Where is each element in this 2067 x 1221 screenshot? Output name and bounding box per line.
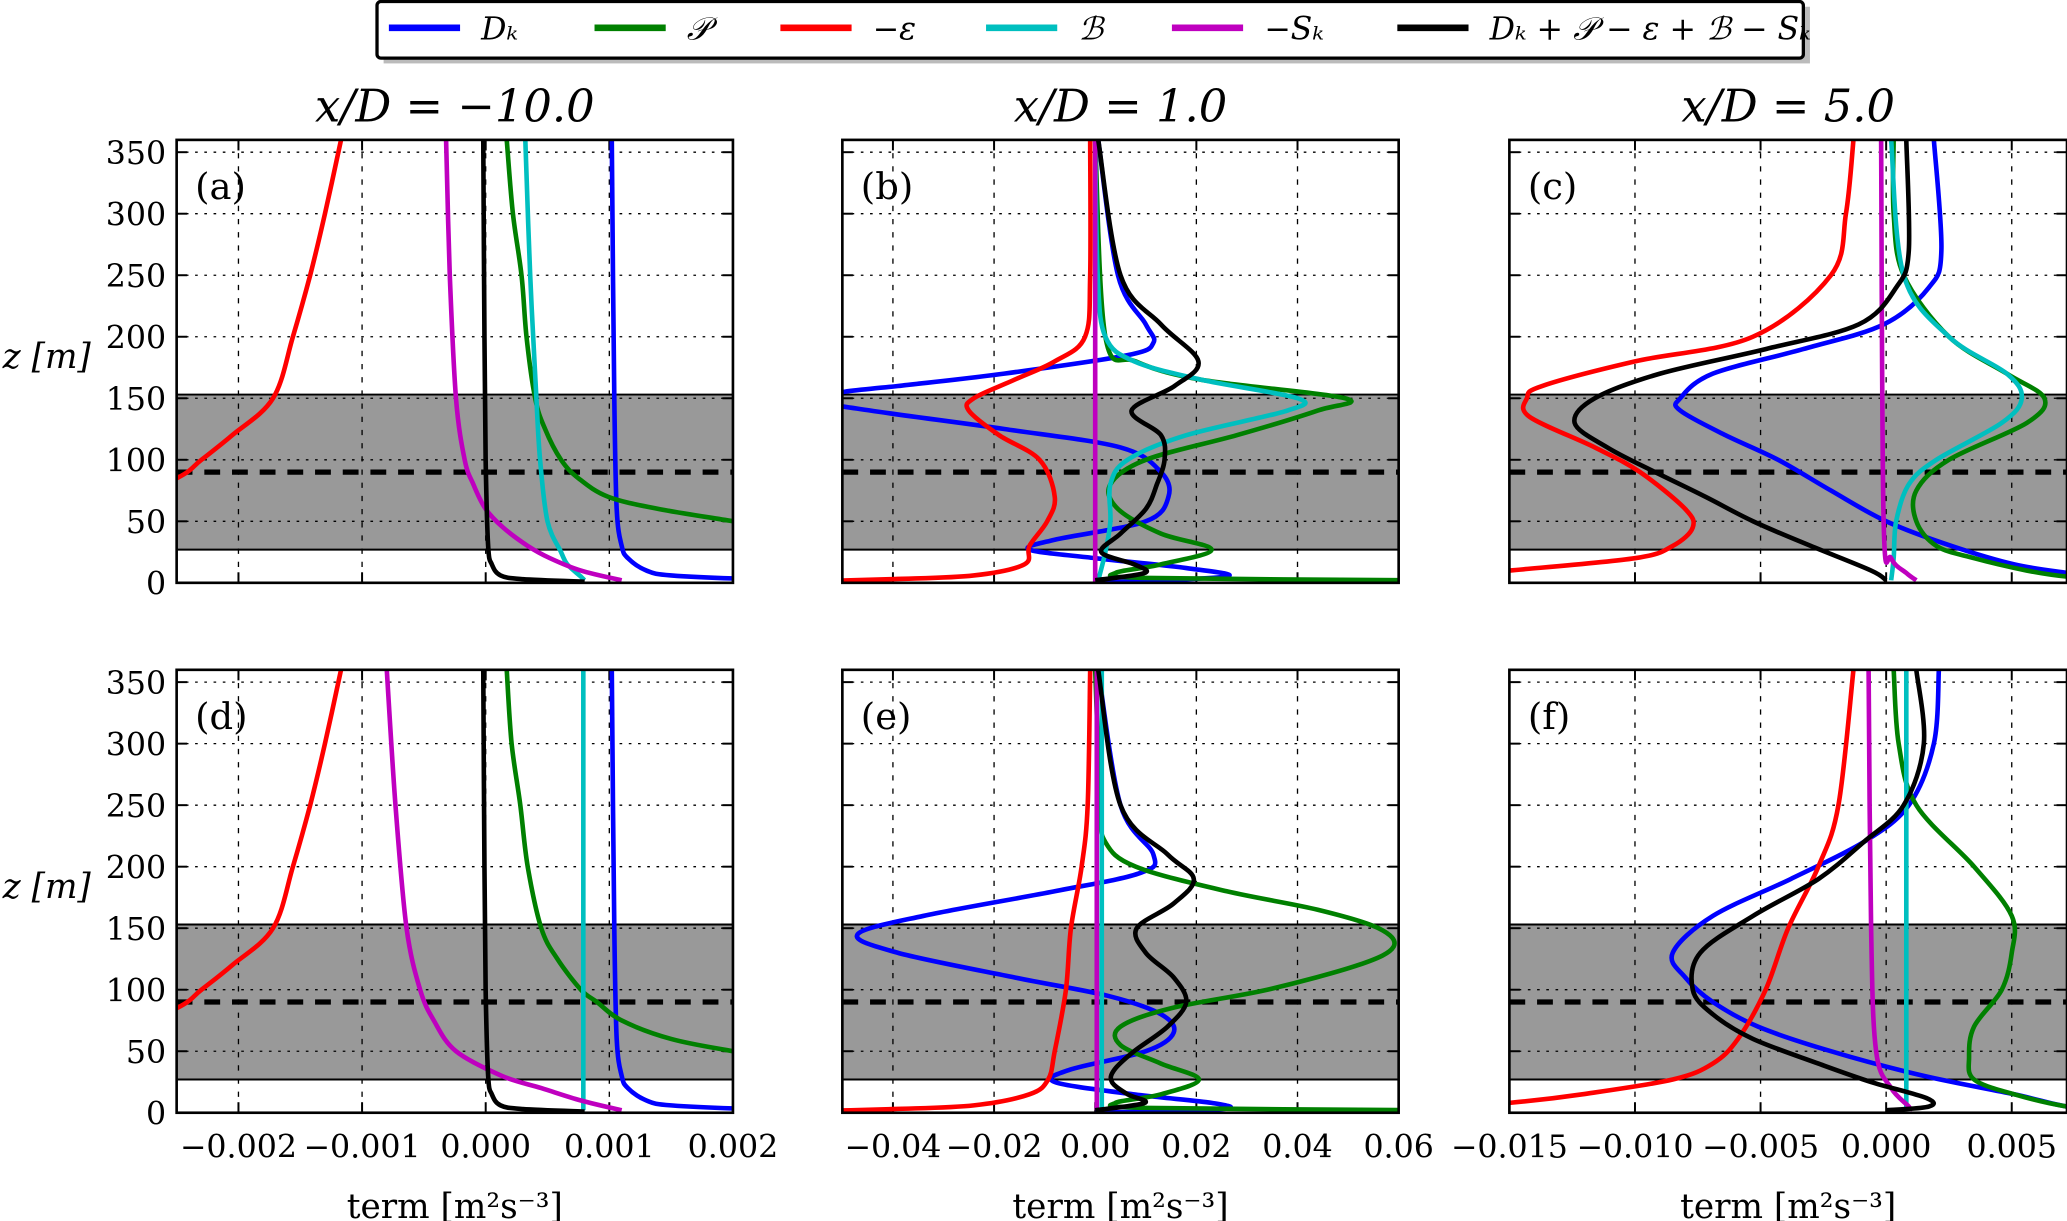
panel-label: (f) (1528, 695, 1570, 738)
axes-frame (841, 138, 1400, 585)
series-line-B (1888, 139, 2025, 581)
column-title: x/D = 5.0 (1681, 79, 1895, 132)
x-axis-label: term [m²s⁻³] (347, 1187, 563, 1221)
axes-frame (1508, 138, 2067, 585)
y-tick-label: 350 (106, 666, 166, 702)
y-tick-label: 250 (106, 259, 166, 295)
series-group (1509, 139, 2067, 583)
series-line--eps (1509, 669, 1856, 1106)
series-line-B (523, 139, 587, 583)
panel-b: (b) x/D = 1.0 (841, 79, 1400, 585)
x-tick-label: 0.00 (1060, 1130, 1130, 1166)
axes-frame (175, 668, 735, 1115)
panel-label: (d) (195, 695, 247, 738)
y-tick-label: 150 (106, 912, 166, 948)
legend-box (375, 0, 1805, 60)
panel-a: 0 50 100 150 200 250 300 350 (a) x/D = −10.0 z [m] (2, 79, 735, 603)
y-tick-label: 100 (106, 974, 166, 1010)
series-line--eps (176, 139, 344, 481)
x-tick-label: 0.04 (1262, 1130, 1332, 1166)
series-line-P (1891, 669, 2067, 1109)
x-tick-label: 0.02 (1161, 1130, 1231, 1166)
panel-label: (b) (861, 165, 913, 208)
series-group (842, 669, 1399, 1113)
panel-label: (c) (1528, 165, 1577, 208)
y-axis-label: z [m] (2, 337, 92, 377)
legend-label: −ε (873, 12, 916, 48)
y-tick-label: 150 (106, 382, 166, 418)
x-tick-label: 0.06 (1363, 1130, 1433, 1166)
series-group (176, 669, 733, 1113)
series-line-Dk (1669, 669, 2067, 1109)
x-tick-label: −0.002 (180, 1130, 297, 1166)
series-line--Sk (1866, 669, 1913, 1113)
series-line--eps (842, 669, 1093, 1113)
series-line-sum (1689, 669, 1937, 1113)
column-title: x/D = −10.0 (315, 79, 595, 132)
series-line--Sk (384, 669, 623, 1113)
series-line-sum (1094, 669, 1197, 1113)
panel-f: −0.015 −0.010 −0.005 0.000 0.005 (f) term [m²s… (1451, 668, 2067, 1221)
y-tick-label: 0 (146, 1097, 166, 1133)
x-axis-label: term [m²s⁻³] (1680, 1187, 1896, 1221)
x-tick-label: −0.015 (1451, 1130, 1568, 1166)
axes-frame (841, 668, 1400, 1115)
series-line-P (504, 669, 733, 1054)
x-tick-label: −0.010 (1576, 1130, 1693, 1166)
y-tick-label: 50 (126, 505, 166, 541)
x-tick-label: −0.02 (946, 1130, 1043, 1166)
x-axis-label: term [m²s⁻³] (1012, 1187, 1228, 1221)
series-group (842, 139, 1399, 583)
series-line-Dk (609, 139, 733, 581)
series-group (176, 139, 733, 583)
panels: 0 50 100 150 200 250 300 350 (a) x/D = −10.0 z [m]… (2, 79, 2067, 1221)
series-line--Sk (1878, 139, 1918, 583)
series-line-P (504, 139, 733, 524)
axes-frame (1508, 668, 2067, 1115)
x-tick-label: 0.005 (1966, 1130, 2057, 1166)
series-line--eps (842, 139, 1093, 583)
series-line-sum (1094, 139, 1201, 583)
y-tick-label: 200 (106, 851, 166, 887)
panel-label: (e) (861, 695, 912, 738)
series-line--Sk (443, 139, 623, 583)
legend-label: Dₖ + 𝒫 − ε + ℬ − Sₖ (1489, 12, 1811, 48)
panel-c: (c) x/D = 5.0 (1508, 79, 2067, 585)
legend-label: Dₖ (480, 12, 518, 48)
series-line-sum (1572, 139, 1912, 583)
x-tick-label: 0.000 (1841, 1130, 1932, 1166)
y-tick-label: 200 (106, 321, 166, 357)
series-line-sum (480, 139, 585, 583)
legend-label: ℬ (1078, 12, 1105, 48)
x-tick-label: −0.005 (1702, 1130, 1819, 1166)
y-tick-label: 350 (106, 136, 166, 172)
column-title: x/D = 1.0 (1014, 79, 1228, 132)
legend: Dₖ 𝒫 −ε ℬ −Sₖ Dₖ + 𝒫 − ε + ℬ − Sₖ (375, 0, 1811, 64)
y-tick-label: 50 (126, 1035, 166, 1071)
axes-frame (175, 138, 735, 585)
x-tick-label: −0.001 (304, 1130, 421, 1166)
series-line-sum (480, 669, 585, 1113)
series-line--eps (1509, 139, 1856, 573)
legend-label: −Sₖ (1264, 12, 1324, 48)
x-tick-label: 0.000 (440, 1130, 531, 1166)
x-tick-label: 0.002 (688, 1130, 779, 1166)
series-line-P (1092, 669, 1399, 1113)
y-tick-label: 100 (106, 444, 166, 480)
series-line--eps (176, 669, 344, 1011)
x-tick-label: −0.04 (844, 1130, 941, 1166)
panel-d: 0 50 100 150 200 250 300 350 −0.002 −0.001 0.000 0.… (2, 666, 779, 1221)
x-tick-label: 0.001 (564, 1130, 655, 1166)
series-group (1509, 669, 2067, 1113)
y-tick-label: 250 (106, 789, 166, 825)
panel-e: −0.04 −0.02 0.00 0.02 0.04 0.06 (e) term [m²s⁻³… (841, 668, 1434, 1221)
series-line-Dk (609, 669, 733, 1111)
panel-label: (a) (195, 165, 246, 208)
y-axis-label: z [m] (2, 867, 92, 907)
y-tick-label: 300 (106, 728, 166, 764)
y-tick-label: 300 (106, 198, 166, 234)
y-tick-label: 0 (146, 567, 166, 603)
